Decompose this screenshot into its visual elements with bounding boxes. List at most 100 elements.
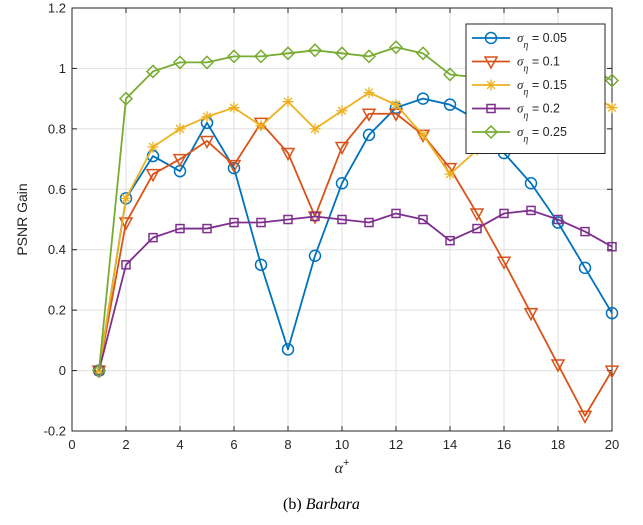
- data-point: [307, 43, 323, 58]
- psnr-gain-chart: 0 2 4 6 8 10 12 14 16 18 20-0.200.20.40.60.811.2α+…: [14, 1, 620, 477]
- data-point: [607, 241, 617, 252]
- data-point: [604, 73, 620, 88]
- legend-marker: [483, 56, 499, 70]
- data-point: [175, 223, 185, 234]
- data-point: [280, 147, 296, 162]
- x-axis-superscript: +: [343, 457, 349, 469]
- data-point: [202, 223, 212, 234]
- y-tick-label: 0.4: [48, 242, 66, 257]
- data-point: [281, 343, 295, 356]
- legend-subscript: η: [523, 64, 528, 75]
- data-point: [444, 168, 456, 180]
- data-point: [226, 49, 242, 64]
- legend-symbol: σ: [517, 77, 524, 92]
- data-point: [145, 168, 161, 183]
- data-point: [310, 211, 320, 222]
- x-tick-label: 12: [389, 437, 403, 452]
- data-point: [199, 135, 215, 150]
- data-point: [227, 161, 241, 175]
- data-point: [523, 307, 539, 322]
- x-tick-label: 14: [443, 437, 457, 452]
- data-point: [280, 46, 296, 61]
- y-tick-label: 0: [59, 363, 66, 378]
- data-point: [148, 232, 158, 243]
- y-tick-label: -0.2: [44, 424, 66, 439]
- data-point: [337, 214, 347, 225]
- data-point: [174, 123, 186, 135]
- data-point: [336, 105, 348, 117]
- legend-label: ση = 0.15: [517, 77, 567, 98]
- data-point: [201, 111, 213, 123]
- legend-item: ση = 0.25: [472, 124, 567, 145]
- data-point: [361, 49, 377, 64]
- data-point: [118, 91, 134, 106]
- data-point: [415, 46, 431, 61]
- legend-item: ση = 0.15: [472, 77, 567, 98]
- data-point: [388, 40, 404, 55]
- data-point: [199, 55, 215, 70]
- x-tick-label: 20: [605, 437, 619, 452]
- data-point: [443, 98, 457, 111]
- legend-subscript: η: [523, 40, 528, 51]
- data-point: [499, 208, 509, 219]
- data-point: [550, 359, 566, 373]
- legend-symbol: σ: [517, 101, 524, 116]
- data-point: [605, 306, 619, 320]
- data-point: [334, 141, 350, 156]
- x-tick-label: 18: [551, 437, 565, 452]
- y-tick-label: 0.2: [48, 303, 66, 318]
- data-point: [472, 223, 482, 234]
- data-point: [442, 67, 458, 82]
- data-point: [416, 92, 430, 105]
- data-point: [526, 205, 536, 216]
- data-point: [120, 192, 132, 204]
- data-point: [445, 235, 455, 246]
- legend-value: = 0.15: [528, 78, 567, 92]
- x-tick-label: 4: [176, 437, 183, 452]
- data-point: [580, 226, 590, 237]
- series-line: [98, 97, 613, 371]
- y-tick-label: 0.6: [48, 182, 66, 197]
- legend-subscript: η: [523, 111, 528, 122]
- data-point: [606, 102, 618, 114]
- legend-value: = 0.2: [528, 102, 560, 116]
- data-point: [390, 99, 402, 111]
- data-point: [283, 214, 293, 225]
- data-point: [469, 208, 485, 222]
- data-point: [553, 214, 563, 225]
- data-point: [578, 261, 592, 275]
- data-point: [418, 214, 428, 225]
- data-point: [147, 141, 159, 153]
- data-point: [253, 49, 269, 64]
- data-point: [118, 217, 134, 231]
- figure-caption: (b) Barbara: [0, 496, 643, 514]
- data-point: [229, 217, 239, 228]
- data-point: [364, 217, 374, 228]
- data-point: [255, 120, 267, 132]
- x-tick-label: 0: [68, 437, 75, 452]
- data-point: [604, 365, 620, 379]
- x-tick-label: 6: [230, 437, 237, 452]
- y-tick-label: 1.2: [48, 1, 66, 16]
- data-point: [91, 363, 107, 378]
- y-tick-label: 0.8: [48, 121, 66, 136]
- data-point: [334, 46, 350, 61]
- legend-label: ση = 0.2: [517, 101, 560, 122]
- series-2: [91, 108, 620, 424]
- x-tick-label: 2: [122, 437, 129, 452]
- legend-symbol: σ: [517, 124, 524, 139]
- legend-marker: [484, 31, 498, 45]
- data-point: [362, 128, 376, 142]
- data-point: [121, 260, 131, 270]
- legend-marker: [483, 124, 499, 140]
- data-point: [496, 256, 512, 270]
- data-point: [417, 129, 429, 141]
- data-point: [309, 123, 321, 135]
- data-point: [282, 96, 294, 108]
- legend-label: ση = 0.05: [517, 30, 567, 51]
- legend-marker: [485, 79, 497, 91]
- legend-label: ση = 0.1: [517, 54, 560, 75]
- legend-value: = 0.25: [528, 125, 567, 139]
- data-point: [391, 208, 401, 219]
